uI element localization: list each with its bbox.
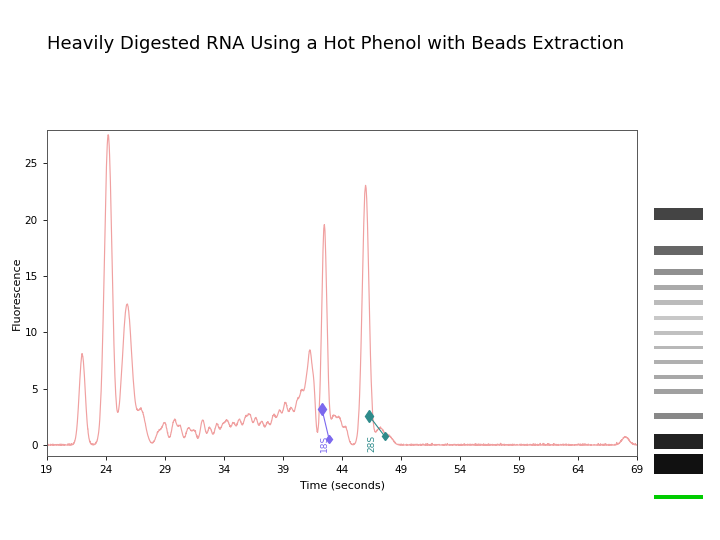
Bar: [654, 300, 703, 305]
Bar: [654, 269, 703, 275]
Bar: [654, 375, 703, 379]
Bar: [654, 389, 703, 394]
Bar: [654, 346, 703, 349]
Bar: [654, 495, 703, 498]
Bar: [654, 434, 703, 449]
Text: Heavily Digested RNA Using a Hot Phenol with Beads Extraction: Heavily Digested RNA Using a Hot Phenol …: [47, 35, 624, 53]
Bar: [654, 454, 703, 474]
Bar: [654, 316, 703, 320]
Bar: [654, 208, 703, 220]
Y-axis label: Fluorescence: Fluorescence: [12, 256, 22, 330]
Bar: [654, 330, 703, 335]
Bar: [654, 360, 703, 364]
Bar: [654, 246, 703, 255]
X-axis label: Time (seconds): Time (seconds): [300, 481, 384, 491]
Bar: [654, 413, 703, 419]
Bar: [654, 285, 703, 290]
Text: 28S: 28S: [367, 435, 376, 452]
Text: 18S: 18S: [320, 435, 329, 452]
